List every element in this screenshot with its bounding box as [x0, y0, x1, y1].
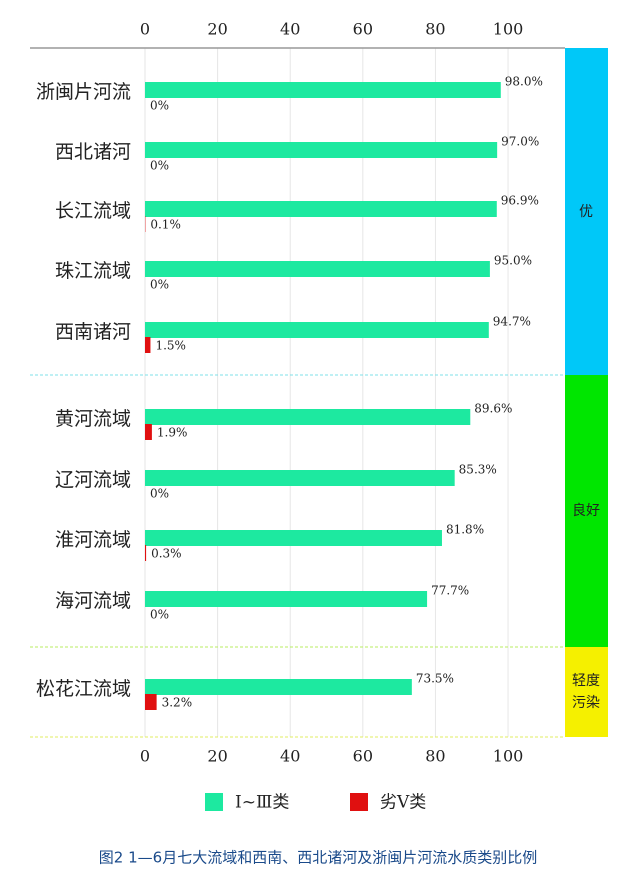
data-label: 77.7%	[431, 584, 469, 598]
legend-swatch	[205, 793, 223, 811]
data-label: 97.0%	[501, 135, 539, 149]
bar	[145, 142, 498, 158]
x-tick-label: 80	[425, 747, 445, 766]
x-tick-label: 80	[425, 20, 445, 39]
bar	[145, 201, 497, 217]
x-tick-label: 100	[493, 20, 524, 39]
chart-title: 图2 1—6月七大流域和西南、西北诸河及浙闽片河流水质类别比例	[99, 849, 537, 867]
group-label: 优	[579, 203, 593, 220]
x-tick-label: 0	[140, 20, 150, 39]
data-label: 0.1%	[150, 218, 181, 232]
y-tick-label: 珠江流域	[55, 260, 131, 282]
bar	[145, 591, 428, 607]
y-tick-label: 西南诸河	[55, 321, 131, 343]
y-tick-label: 淮河流域	[55, 529, 131, 551]
bar	[145, 337, 151, 353]
bar	[145, 530, 442, 546]
x-tick-label: 60	[353, 20, 373, 39]
bar	[145, 694, 157, 710]
data-label: 95.0%	[494, 254, 532, 268]
bar	[145, 261, 490, 277]
group-label: 轻度污染	[572, 673, 600, 711]
bar	[145, 470, 455, 486]
group-band	[565, 48, 608, 375]
data-label: 89.6%	[474, 402, 512, 416]
bar	[145, 679, 412, 695]
y-tick-label: 浙闽片河流	[36, 81, 131, 103]
group-band	[565, 375, 608, 647]
y-tick-label: 海河流域	[55, 590, 131, 612]
legend-swatch	[350, 793, 368, 811]
data-label: 1.9%	[157, 426, 188, 440]
data-label: 85.3%	[459, 463, 497, 477]
data-label: 0%	[150, 487, 169, 501]
x-tick-label: 20	[207, 747, 227, 766]
y-tick-label: 辽河流域	[55, 469, 131, 491]
group-label: 良好	[572, 503, 600, 519]
data-label: 94.7%	[493, 315, 531, 329]
data-label: 0%	[150, 278, 169, 292]
bar	[145, 82, 501, 98]
data-label: 3.2%	[162, 696, 193, 710]
data-label: 98.0%	[505, 75, 543, 89]
data-label: 0%	[150, 99, 169, 113]
x-tick-label: 40	[280, 747, 300, 766]
x-tick-label: 100	[493, 747, 524, 766]
data-label: 0%	[150, 159, 169, 173]
bar	[145, 545, 147, 561]
data-label: 81.8%	[446, 523, 484, 537]
x-tick-label: 20	[207, 20, 227, 39]
legend-label: Ⅰ~Ⅲ类	[235, 793, 289, 813]
y-tick-label: 松花江流域	[36, 678, 131, 700]
bar	[145, 322, 489, 338]
legend-label: 劣Ⅴ类	[380, 793, 426, 813]
y-tick-label: 长江流域	[55, 200, 131, 222]
data-label: 73.5%	[416, 672, 454, 686]
data-label: 1.5%	[155, 339, 186, 353]
x-tick-label: 0	[140, 747, 150, 766]
bar	[145, 409, 471, 425]
y-tick-label: 黄河流域	[55, 408, 131, 430]
x-tick-label: 60	[353, 747, 373, 766]
data-label: 0%	[150, 608, 169, 622]
data-label: 96.9%	[501, 194, 539, 208]
x-tick-label: 40	[280, 20, 300, 39]
bar	[145, 424, 152, 440]
y-tick-label: 西北诸河	[55, 141, 131, 163]
group-band	[565, 647, 608, 737]
data-label: 0.3%	[151, 547, 182, 561]
